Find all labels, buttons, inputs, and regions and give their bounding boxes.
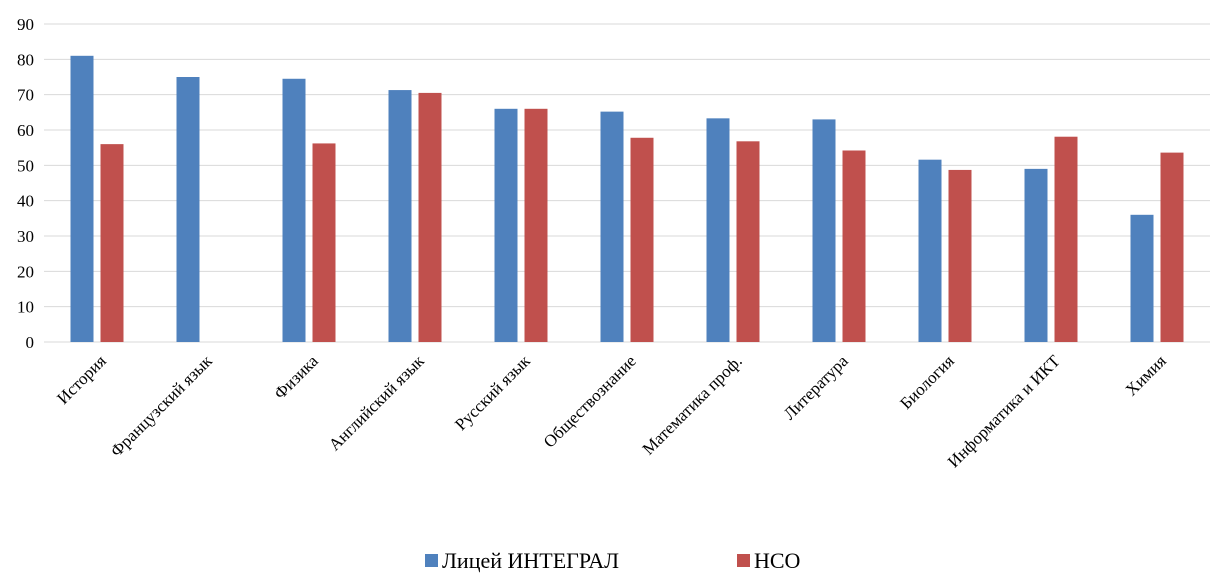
y-tick-label: 20 — [17, 262, 34, 281]
x-category-label: Математика проф. — [639, 351, 746, 458]
bar-series1-5 — [600, 111, 624, 342]
legend-label-1: Лицей ИНТЕГРАЛ — [442, 548, 619, 573]
x-category-label: Физика — [270, 351, 322, 403]
bar-series1-6 — [706, 118, 730, 342]
bar-series2-6 — [736, 141, 760, 342]
x-category-label: Литература — [780, 351, 852, 423]
y-tick-label: 40 — [17, 192, 34, 211]
x-category-label: Обществознание — [540, 351, 640, 451]
y-tick-label: 90 — [17, 15, 34, 34]
x-category-label: Французский язык — [107, 351, 217, 461]
bar-series2-2 — [312, 143, 336, 342]
x-category-label: Химия — [1122, 351, 1170, 399]
bar-series1-4 — [494, 108, 518, 342]
y-tick-label: 50 — [17, 156, 34, 175]
bar-series2-7 — [842, 150, 866, 342]
x-category-label: Русский язык — [451, 351, 534, 434]
bar-series2-0 — [100, 144, 124, 342]
gridlines — [44, 23, 1210, 343]
bar-series1-3 — [388, 90, 412, 342]
x-category-label: Английский язык — [325, 351, 428, 454]
y-axis-tick-labels: 0 10 20 30 40 50 60 70 80 90 — [17, 15, 34, 352]
legend-swatch-1 — [425, 554, 438, 567]
y-tick-label: 70 — [17, 86, 34, 105]
legend-label-2: НСО — [754, 548, 800, 573]
bar-series1-0 — [70, 55, 94, 343]
bar-series2-9 — [1054, 136, 1078, 342]
bar-series2-3 — [418, 92, 442, 343]
legend: Лицей ИНТЕГРАЛ НСО — [425, 548, 800, 573]
bars — [70, 55, 1184, 343]
bar-series2-10 — [1160, 152, 1184, 342]
y-tick-label: 30 — [17, 227, 34, 246]
bar-series1-9 — [1024, 168, 1048, 342]
bar-series1-1 — [176, 77, 200, 342]
y-tick-label: 0 — [26, 333, 35, 352]
bar-series1-10 — [1130, 214, 1154, 342]
bar-series1-2 — [282, 78, 306, 343]
x-category-label: История — [53, 351, 110, 408]
legend-swatch-2 — [737, 554, 750, 567]
x-category-label: Информатика и ИКТ — [944, 351, 1064, 471]
y-tick-label: 80 — [17, 50, 34, 69]
y-tick-label: 10 — [17, 298, 34, 317]
bar-series2-8 — [948, 169, 972, 342]
bar-series1-7 — [812, 119, 836, 343]
bar-series2-5 — [630, 137, 654, 342]
x-category-label: Биология — [896, 351, 958, 413]
y-tick-label: 60 — [17, 121, 34, 140]
bar-series2-4 — [524, 108, 548, 342]
bar-series1-8 — [918, 159, 942, 342]
